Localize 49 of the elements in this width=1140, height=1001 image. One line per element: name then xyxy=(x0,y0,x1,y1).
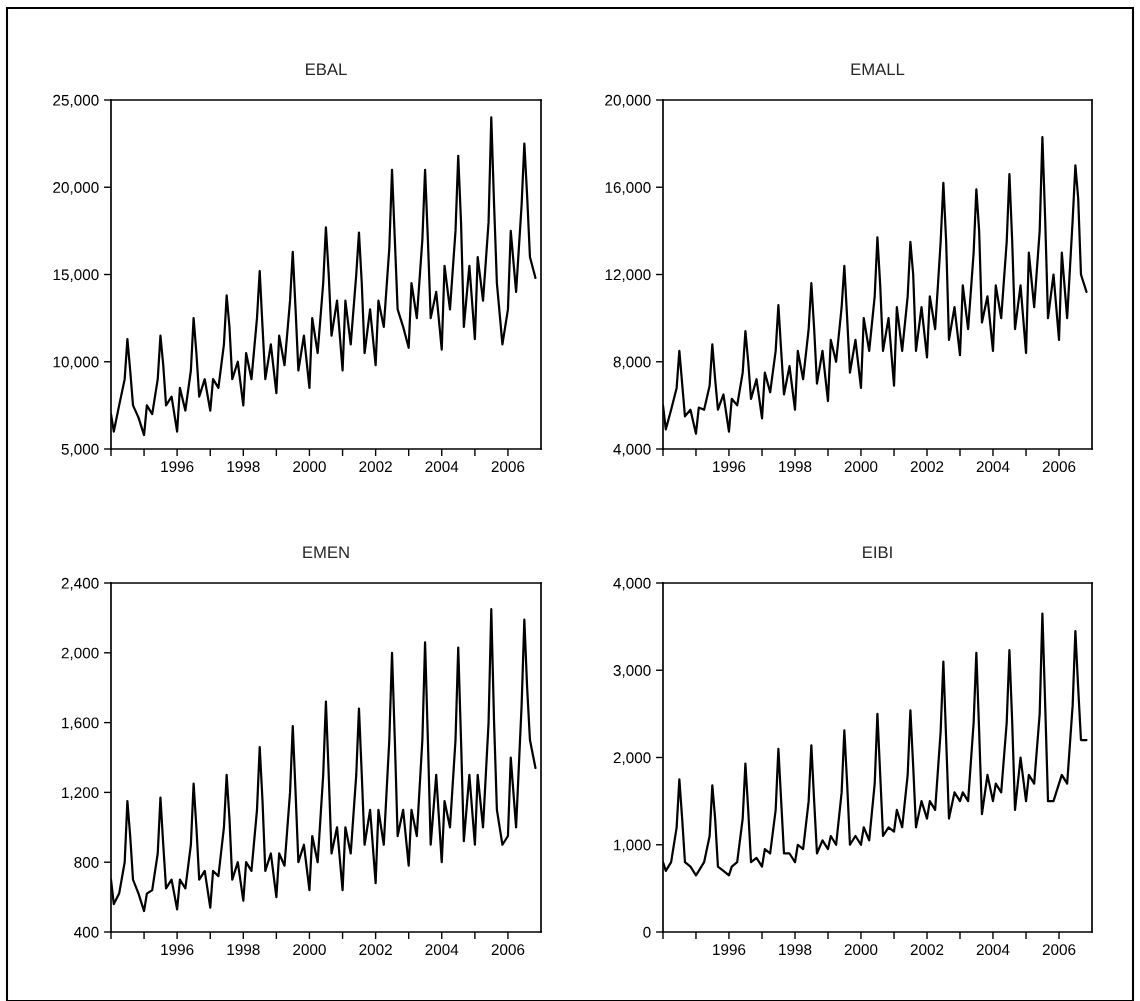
x-tick-label: 2002 xyxy=(359,944,392,956)
y-tick-label: 10,000 xyxy=(53,356,99,370)
chart-title: EMEN xyxy=(303,546,349,558)
y-tick-label: 1,000 xyxy=(614,839,651,853)
y-tick-label: 20,000 xyxy=(605,94,651,108)
x-tick-label: 2002 xyxy=(910,944,944,956)
x-tick-label: 1998 xyxy=(227,461,260,473)
x-tick-label: 1998 xyxy=(227,944,260,956)
x-tick-label: 1996 xyxy=(713,944,746,956)
y-tick-label: 5,000 xyxy=(61,443,99,457)
y-tick-label: 3,000 xyxy=(613,665,651,678)
y-tick-label: 4,000 xyxy=(613,443,651,457)
y-tick-label: 0 xyxy=(643,926,651,938)
x-tick-label: 2004 xyxy=(425,944,459,956)
chart-title: EBAL xyxy=(306,63,347,75)
x-tick-label: 1998 xyxy=(779,461,812,473)
y-tick-label: 1,200 xyxy=(62,787,99,800)
x-tick-label: 1998 xyxy=(779,944,812,956)
x-tick-label: 2004 xyxy=(425,461,459,473)
chart-title: EMALL xyxy=(851,63,905,75)
x-tick-label: 2006 xyxy=(1042,461,1076,473)
y-tick-label: 12,000 xyxy=(605,269,651,282)
x-tick-label: 2000 xyxy=(844,944,878,956)
x-tick-label: 2006 xyxy=(491,944,525,956)
y-tick-label: 800 xyxy=(74,857,99,868)
x-tick-label: 2004 xyxy=(976,944,1010,956)
x-tick-label: 1996 xyxy=(161,944,194,956)
x-tick-label: 2000 xyxy=(293,461,326,473)
y-tick-label: 20,000 xyxy=(53,182,99,195)
x-tick-label: 2006 xyxy=(1042,944,1076,956)
x-tick-label: 2000 xyxy=(293,944,326,956)
chart-title: EIBI xyxy=(863,546,892,558)
x-tick-label: 2002 xyxy=(910,461,944,473)
y-tick-label: 4,000 xyxy=(613,577,651,591)
x-tick-label: 2006 xyxy=(491,461,525,473)
x-tick-label: 2000 xyxy=(844,461,878,473)
y-tick-label: 15,000 xyxy=(53,269,99,282)
y-tick-label: 2,000 xyxy=(613,752,651,765)
y-tick-label: 2,400 xyxy=(61,577,99,591)
y-tick-label: 400 xyxy=(74,926,99,938)
y-tick-label: 2,000 xyxy=(61,647,99,661)
y-tick-label: 16,000 xyxy=(605,182,651,195)
x-tick-label: 1996 xyxy=(713,461,746,473)
y-tick-label: 8,000 xyxy=(613,356,651,370)
y-tick-label: 25,000 xyxy=(53,94,99,108)
y-tick-label: 1,600 xyxy=(62,717,99,731)
x-tick-label: 1996 xyxy=(161,461,194,473)
x-tick-label: 2004 xyxy=(976,461,1010,473)
x-tick-label: 2002 xyxy=(359,461,392,473)
